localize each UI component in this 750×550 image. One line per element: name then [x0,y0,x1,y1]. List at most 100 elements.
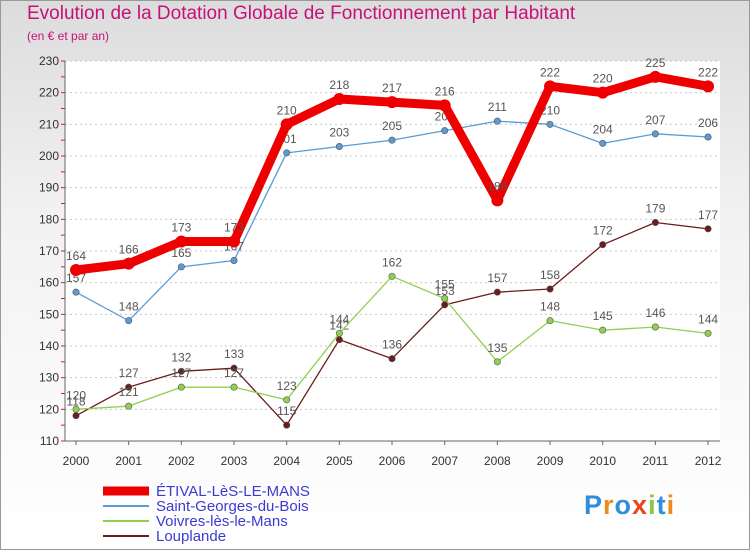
data-label: 135 [487,341,507,355]
data-point [177,367,185,375]
data-label: 145 [593,309,613,323]
data-point [651,130,659,138]
y-tick-label: 110 [40,434,59,448]
data-point [72,288,80,296]
x-tick-label: 2009 [537,454,564,468]
data-label: 164 [66,249,86,263]
data-label: 225 [645,56,665,70]
x-tick-label: 2012 [695,454,722,468]
data-point [388,355,396,363]
data-point [333,93,346,105]
data-point [546,120,554,128]
data-label: 127 [171,366,191,380]
data-label: 144 [329,312,349,326]
y-tick-label: 230 [39,54,59,68]
data-label: 186 [487,179,507,193]
data-label: 179 [645,202,665,216]
y-tick-label: 220 [39,86,59,100]
data-label: 121 [119,385,139,399]
chart-title: Evolution de la Dotation Globale de Fonc… [27,3,576,24]
data-label: 216 [435,84,455,98]
data-label: 148 [540,300,560,314]
data-point [177,383,185,391]
data-label: 207 [645,113,665,127]
x-tick-label: 2004 [273,454,300,468]
data-point [280,118,293,131]
x-tick-label: 2007 [431,454,458,468]
data-point [335,143,343,151]
legend-label: Saint-Georges-du-Bois [156,498,309,515]
data-point [70,264,82,276]
data-label: 133 [224,347,244,361]
data-point [72,412,80,420]
legend-label: Louplande [156,528,226,545]
data-point [441,127,449,135]
x-tick-label: 2005 [326,454,353,468]
data-point [230,256,238,264]
logo-letter: i [648,490,657,520]
data-point [125,317,133,325]
logo-letter: P [584,490,604,520]
x-tick-label: 2008 [484,454,511,468]
data-point [283,421,291,429]
data-point [122,257,135,270]
y-tick-label: 170 [39,244,59,258]
data-label: 158 [540,268,560,282]
y-tick-label: 200 [39,149,59,163]
data-label: 165 [171,246,191,260]
data-point [441,294,449,302]
data-point [651,323,659,331]
series-voivres-l-s-le-mans: 120 121 127 127 123 144 162 155 135 148 145 146 144 [66,255,718,413]
data-point [491,194,504,207]
data-label: 115 [277,404,296,418]
logo-letter: t [656,490,667,520]
logo-letter: o [614,490,633,520]
data-label: 148 [119,300,139,314]
y-tick-label: 210 [39,117,59,131]
data-point [441,301,449,309]
data-point [125,402,133,410]
data-label: 118 [66,395,85,409]
x-tick-label: 2003 [221,454,248,468]
data-point [283,396,291,404]
data-label: 162 [382,255,402,269]
y-tick-label: 180 [39,212,59,226]
y-tick-label: 130 [39,371,59,385]
data-point [599,139,607,147]
data-label: 132 [171,350,191,364]
data-label: 127 [119,366,139,380]
data-label: 177 [698,208,718,222]
data-point [388,136,396,144]
logo-letter: x [632,490,649,520]
legend-label: Voivres-lès-le-Mans [156,513,288,530]
data-point [228,235,241,248]
data-label: 142 [329,319,349,333]
data-point [175,235,188,248]
data-point [546,317,554,325]
chart-subtitle: (en € et par an) [27,29,110,43]
data-label: 120 [66,388,86,402]
data-point [704,225,712,233]
data-point [649,70,662,83]
data-label: 127 [224,366,244,380]
data-point [177,263,185,271]
data-label: 153 [435,284,455,298]
data-point [230,383,238,391]
data-point [72,405,80,413]
data-point [704,133,712,141]
data-point [283,149,291,157]
data-point [335,336,343,344]
data-label: 218 [329,78,349,92]
x-tick-label: 2002 [168,454,195,468]
data-label: 206 [698,116,718,130]
x-tick-label: 2011 [642,454,668,468]
x-tick-label: 2006 [379,454,406,468]
data-label: 166 [119,243,139,257]
y-tick-label: 160 [39,276,59,290]
data-point [596,86,609,99]
data-label: 123 [277,379,297,393]
data-label: 222 [698,65,718,79]
data-point [546,285,554,293]
